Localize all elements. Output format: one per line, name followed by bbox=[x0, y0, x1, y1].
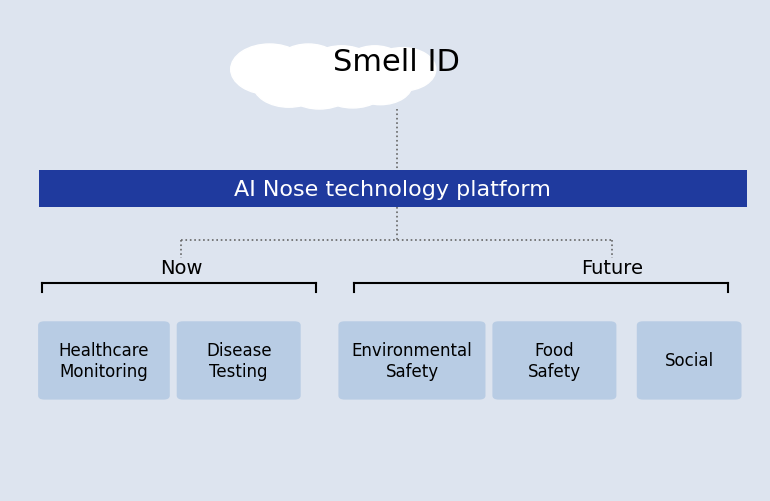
Text: Food
Safety: Food Safety bbox=[528, 341, 581, 380]
Text: Environmental
Safety: Environmental Safety bbox=[352, 341, 472, 380]
Circle shape bbox=[370, 49, 436, 92]
Text: Healthcare
Monitoring: Healthcare Monitoring bbox=[59, 341, 149, 380]
FancyBboxPatch shape bbox=[177, 322, 300, 400]
Circle shape bbox=[348, 64, 413, 106]
Text: Disease
Testing: Disease Testing bbox=[206, 341, 272, 380]
FancyBboxPatch shape bbox=[38, 322, 169, 400]
FancyBboxPatch shape bbox=[637, 322, 742, 400]
Text: Smell ID: Smell ID bbox=[333, 48, 460, 77]
FancyBboxPatch shape bbox=[493, 322, 617, 400]
Text: Future: Future bbox=[581, 259, 643, 278]
Text: AI Nose technology platform: AI Nose technology platform bbox=[234, 179, 551, 199]
Circle shape bbox=[344, 47, 405, 86]
Circle shape bbox=[316, 62, 389, 109]
Circle shape bbox=[306, 47, 377, 94]
Circle shape bbox=[283, 63, 356, 110]
Circle shape bbox=[231, 45, 308, 95]
Text: Social: Social bbox=[665, 352, 714, 370]
Text: Now: Now bbox=[159, 259, 203, 278]
Circle shape bbox=[275, 45, 342, 88]
FancyBboxPatch shape bbox=[38, 170, 747, 208]
Circle shape bbox=[253, 61, 325, 108]
FancyBboxPatch shape bbox=[338, 322, 485, 400]
